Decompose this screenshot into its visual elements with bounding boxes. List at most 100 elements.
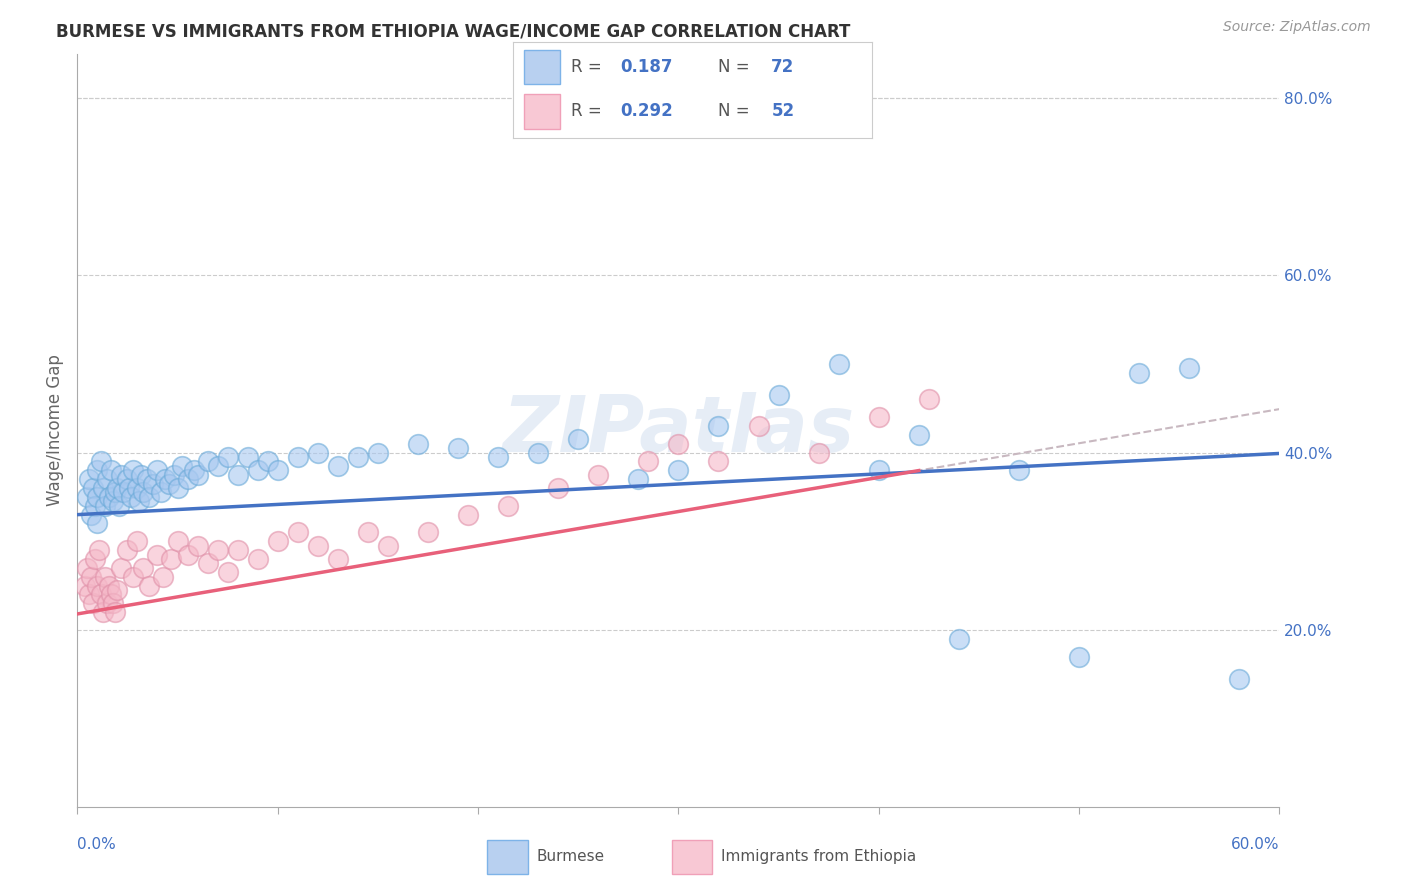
Point — [267, 463, 290, 477]
Point — [159, 476, 181, 491]
Text: 60.0%: 60.0% — [1232, 837, 1279, 852]
Point — [138, 490, 160, 504]
Text: Immigrants from Ethiopia: Immigrants from Ethiopia — [721, 849, 917, 864]
Point — [107, 481, 129, 495]
Point — [86, 463, 108, 477]
Point — [146, 548, 169, 562]
Point — [103, 494, 125, 508]
Point — [146, 463, 169, 477]
Bar — [672, 839, 711, 874]
Y-axis label: Wage/Income Gap: Wage/Income Gap — [46, 354, 65, 507]
Text: R =: R = — [571, 58, 606, 76]
Point — [155, 472, 177, 486]
Point — [142, 476, 165, 491]
Point — [637, 454, 659, 468]
Point — [120, 490, 142, 504]
Text: Burmese: Burmese — [537, 849, 605, 864]
Point — [79, 472, 101, 486]
Point — [377, 539, 399, 553]
Point — [117, 472, 139, 486]
Point — [170, 458, 193, 473]
Point — [100, 587, 122, 601]
Point — [112, 485, 135, 500]
Point — [918, 392, 941, 407]
Point — [98, 578, 121, 592]
Point — [187, 467, 209, 482]
Point — [197, 454, 219, 468]
Point — [160, 552, 183, 566]
Point — [110, 467, 132, 482]
Text: N =: N = — [717, 58, 755, 76]
Point — [948, 632, 970, 646]
Point — [176, 472, 198, 486]
Text: 72: 72 — [772, 58, 794, 76]
Point — [90, 454, 112, 468]
Point — [246, 463, 269, 477]
Point — [707, 454, 730, 468]
Point — [307, 445, 329, 459]
Point — [406, 436, 429, 450]
Point — [668, 436, 690, 450]
Point — [86, 578, 108, 592]
Point — [84, 499, 107, 513]
Point — [287, 525, 309, 540]
Text: R =: R = — [571, 103, 606, 120]
Point — [217, 450, 239, 464]
Point — [908, 427, 931, 442]
Bar — [524, 50, 560, 85]
Point — [122, 570, 145, 584]
Point — [107, 582, 129, 597]
Point — [104, 485, 127, 500]
Point — [217, 566, 239, 580]
Point — [207, 458, 229, 473]
Point — [868, 410, 890, 425]
Point — [127, 534, 149, 549]
Point — [100, 463, 122, 477]
Point — [94, 570, 117, 584]
Point — [82, 481, 104, 495]
Point — [75, 578, 97, 592]
Point — [1008, 463, 1031, 477]
Point — [93, 481, 115, 495]
Point — [527, 445, 550, 459]
Point — [94, 499, 117, 513]
Point — [76, 561, 98, 575]
Point — [226, 467, 249, 482]
Point — [132, 485, 155, 500]
Point — [197, 557, 219, 571]
Point — [226, 543, 249, 558]
Point — [150, 485, 173, 500]
Point — [96, 472, 118, 486]
Point — [567, 432, 589, 446]
Point — [496, 499, 519, 513]
Point — [1069, 649, 1091, 664]
Point — [627, 472, 650, 486]
Point — [357, 525, 380, 540]
Point — [447, 441, 470, 455]
Point — [128, 494, 150, 508]
Point — [131, 467, 153, 482]
Point — [326, 552, 349, 566]
Point — [96, 596, 118, 610]
Point — [93, 605, 115, 619]
Point — [416, 525, 439, 540]
Point — [307, 539, 329, 553]
Point — [246, 552, 269, 566]
Point — [90, 587, 112, 601]
Bar — [524, 94, 560, 128]
Point — [152, 570, 174, 584]
Point — [80, 508, 103, 522]
Point — [207, 543, 229, 558]
Point — [748, 419, 770, 434]
Point — [668, 463, 690, 477]
Point — [79, 587, 101, 601]
Point — [1128, 366, 1150, 380]
Point — [707, 419, 730, 434]
Point — [82, 596, 104, 610]
Point — [486, 450, 509, 464]
Text: ZIPatlas: ZIPatlas — [502, 392, 855, 468]
Point — [183, 463, 205, 477]
Point — [807, 445, 830, 459]
Point — [1178, 361, 1201, 376]
Text: 0.187: 0.187 — [621, 58, 673, 76]
